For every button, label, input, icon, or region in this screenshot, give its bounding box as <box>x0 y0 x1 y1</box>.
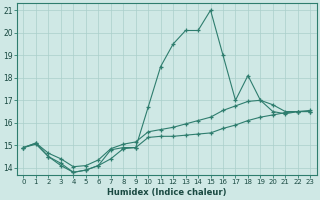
X-axis label: Humidex (Indice chaleur): Humidex (Indice chaleur) <box>107 188 227 197</box>
